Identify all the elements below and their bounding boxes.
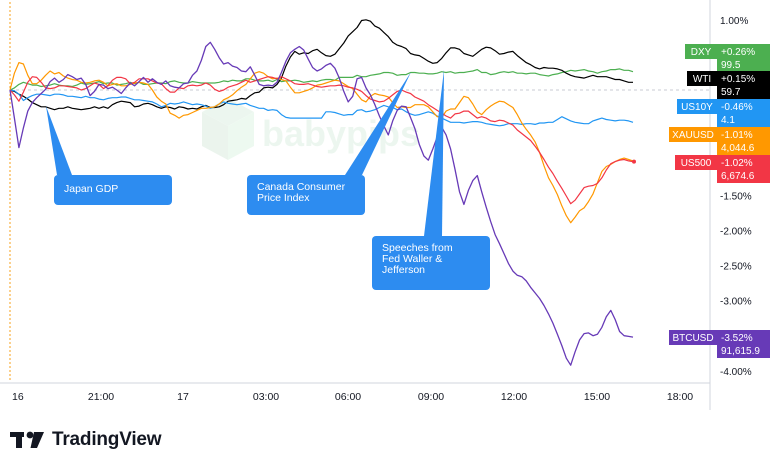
x-tick-label: 15:00	[584, 391, 610, 403]
series-layer	[9, 19, 636, 366]
tradingview-logo-icon	[10, 431, 44, 448]
series-name: US500	[681, 158, 712, 169]
watermark: babypips	[202, 98, 420, 160]
x-tick-label: 03:00	[253, 391, 279, 403]
series-value: 99.5	[721, 60, 741, 71]
callout-pointer	[424, 70, 444, 236]
series-value: 91,615.9	[721, 346, 760, 357]
watermark-text: babypips	[262, 113, 420, 154]
series-change: +0.26%	[721, 47, 755, 58]
series-label-dxy: DXY +0.26% 99.5	[685, 44, 770, 72]
series-line-xauusd	[9, 61, 634, 224]
series-value: 4,044.6	[721, 143, 755, 154]
series-change: -3.52%	[721, 333, 753, 344]
series-name-tag	[669, 330, 717, 345]
series-name-tag	[685, 44, 717, 59]
series-name: XAUUSD	[672, 130, 714, 141]
callout-pointer	[46, 106, 72, 175]
callout-canada-consumer-price-index: Canada Consumer Price Index	[247, 72, 411, 215]
series-change: -0.46%	[721, 102, 753, 113]
series-line-us500	[9, 76, 634, 205]
y-tick-label: -3.00%	[720, 297, 752, 308]
series-label-us10y: US10Y -0.46% 4.1	[677, 99, 770, 127]
y-tick-label: 1.00%	[720, 16, 748, 27]
callout-layer: Japan GDP Canada Consumer Price Index Speec…	[46, 70, 490, 290]
callout-text: Japan GDP	[64, 183, 118, 195]
callout-text: Canada Consumer Price Index	[257, 181, 346, 204]
series-change: -1.01%	[721, 130, 753, 141]
x-tick-label: 18:00	[667, 391, 693, 403]
watermark-cube-icon	[202, 98, 254, 160]
series-line-wti	[9, 19, 633, 111]
series-label-us500: US500 -1.02% 6,674.6	[675, 155, 770, 183]
series-value-box	[717, 155, 770, 183]
series-name: WTI	[693, 74, 711, 85]
series-value: 59.7	[721, 87, 741, 98]
series-label-xauusd: XAUUSD -1.01% 4,044.6	[669, 127, 770, 155]
series-name-tag	[687, 71, 717, 86]
callout-text: Speeches from Fed Waller & Jefferson	[382, 242, 453, 276]
callout-speeches-from-fed-waller-jefferson: Speeches from Fed Waller & Jefferson	[372, 70, 490, 290]
y-tick-label: -1.50%	[720, 191, 752, 202]
x-tick-label: 21:00	[88, 391, 114, 403]
series-value-box	[717, 44, 770, 72]
series-end-dot-us500	[632, 159, 636, 164]
tradingview-chart: babypips Japan GDP Canada Consumer Price I…	[0, 0, 770, 410]
series-labels: DXY +0.26% 99.5 WTI +0.15% 59.7 US10Y -0.46% 4.1…	[669, 44, 770, 358]
series-name-tag	[677, 99, 717, 114]
series-change: +0.15%	[721, 74, 755, 85]
y-tick-label: -2.50%	[720, 262, 752, 273]
series-value-box	[717, 127, 770, 155]
series-name-tag	[675, 155, 717, 170]
x-tick-label: 16	[12, 391, 24, 403]
callout-box	[54, 175, 172, 205]
series-name-tag	[669, 127, 717, 142]
series-value: 6,674.6	[721, 171, 755, 182]
x-tick-label: 09:00	[418, 391, 444, 403]
y-tick-label: -4.00%	[720, 367, 752, 378]
x-tick-label: 06:00	[335, 391, 361, 403]
callout-pointer	[345, 72, 411, 175]
series-value-box	[717, 330, 770, 358]
series-value: 4.1	[721, 115, 735, 126]
brand-name: TradingView	[52, 429, 162, 450]
time-axis: 16 21:00 17 03:00 06:00 09:00 12:00 15:00 18:00	[12, 391, 693, 403]
series-name: US10Y	[681, 102, 713, 113]
series-line-us10y	[9, 89, 634, 127]
x-tick-label: 12:00	[501, 391, 527, 403]
series-line-btcusd	[9, 41, 634, 366]
y-tick-label: -2.00%	[720, 226, 752, 237]
callout-box	[247, 175, 365, 215]
tradingview-brand: TradingView	[10, 428, 162, 452]
x-tick-label: 17	[177, 391, 189, 403]
series-value-box	[717, 71, 770, 99]
callout-japan-gdp: Japan GDP	[46, 106, 172, 205]
series-name: DXY	[691, 47, 712, 58]
series-label-wti: WTI +0.15% 59.7	[687, 71, 770, 99]
callout-box	[372, 236, 490, 290]
series-label-btcusd: BTCUSD -3.52% 91,615.9	[669, 330, 770, 358]
series-value-box	[717, 99, 770, 127]
series-name: BTCUSD	[672, 333, 713, 344]
series-change: -1.02%	[721, 158, 753, 169]
